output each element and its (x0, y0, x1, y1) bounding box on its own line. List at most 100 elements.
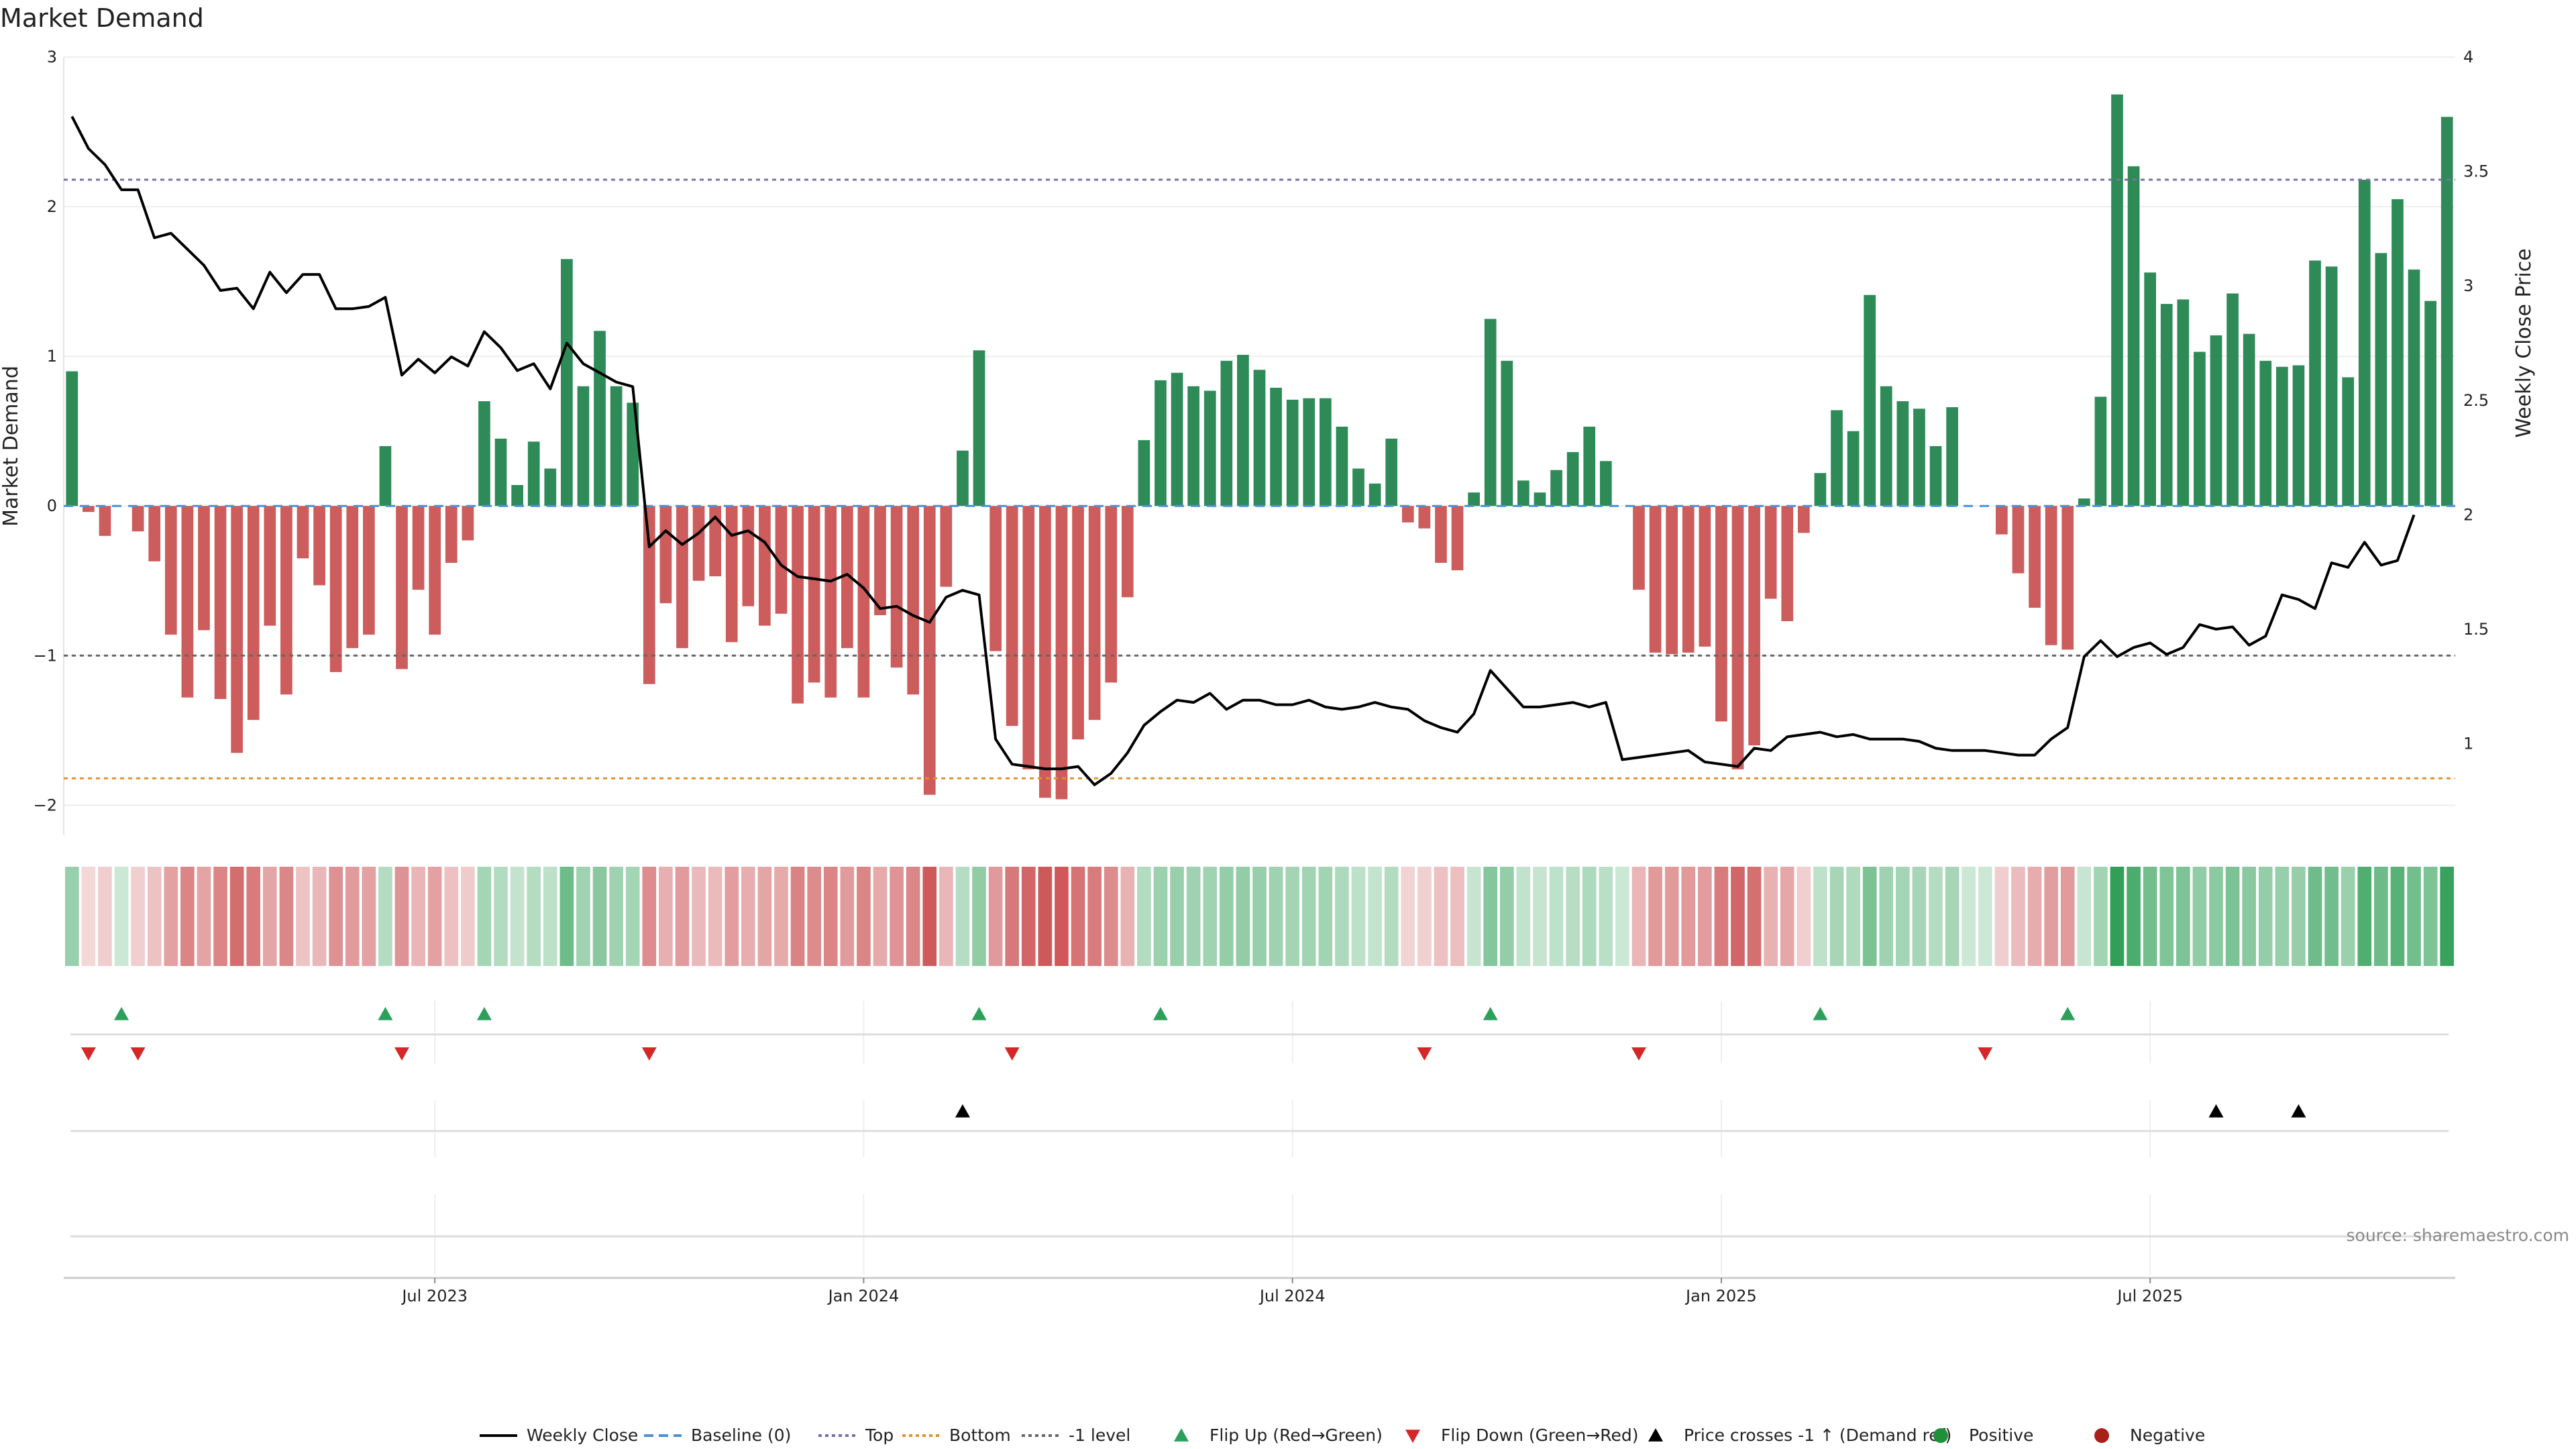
y-tick-label: −2 (34, 796, 57, 814)
legend-label: -1 level (1069, 1426, 1130, 1445)
heat-cell (197, 867, 211, 966)
heat-cell (2242, 867, 2256, 966)
heat-cell (1153, 867, 1168, 966)
heat-cell (213, 867, 227, 966)
legend: Weekly Close Baseline (0) Top Bottom -1 leve… (480, 1426, 2205, 1445)
demand-bar (742, 506, 755, 606)
heat-cell (823, 867, 838, 966)
heat-cell (279, 867, 294, 966)
demand-bar (2342, 377, 2355, 506)
heat-cell (345, 867, 360, 966)
demand-bar (131, 506, 144, 532)
demand-bar (659, 506, 672, 604)
demand-bar (1649, 506, 1662, 653)
heat-cell (2440, 867, 2455, 966)
demand-bar (2292, 365, 2305, 506)
heat-cell (576, 867, 590, 966)
demand-bar (1797, 506, 1810, 533)
heat-cell (1714, 867, 1729, 966)
demand-bar (2194, 352, 2206, 506)
demand-bar (329, 506, 342, 672)
x-tick-label: Jan 2025 (1684, 1287, 1757, 1305)
flip-down-marker (1417, 1047, 1432, 1061)
demand-bar (214, 506, 227, 699)
heat-cell (724, 867, 739, 966)
heat-cell (1368, 867, 1382, 966)
legend-item: Positive (1933, 1426, 2033, 1445)
x-tick-label: Jul 2024 (1258, 1287, 1326, 1305)
legend-item: -1 level (1022, 1426, 1130, 1445)
source-credit: source: sharemaestro.com (2347, 1226, 2570, 1245)
heat-cell (1021, 867, 1036, 966)
heat-cell (675, 867, 690, 966)
demand-bar (561, 259, 573, 506)
heat-cell (1137, 867, 1151, 966)
heat-cell (1483, 867, 1498, 966)
demand-bar (1203, 390, 1216, 506)
demand-bar (2160, 304, 2173, 506)
flip-up-marker (971, 1007, 987, 1020)
demand-bar (2111, 94, 2123, 506)
heat-cell (2407, 867, 2421, 966)
demand-bar (2259, 360, 2272, 506)
heat-cell (2258, 867, 2273, 966)
demand-bar (1451, 506, 1464, 571)
heat-cell (1203, 867, 1218, 966)
heat-cell (1912, 867, 1927, 966)
demand-panel: 3 2 1 0 −1 −2 4 3.5 3 2.5 2 1.5 1 Market Demand Weekly… (0, 48, 2536, 835)
legend-swatch (1405, 1430, 1420, 1443)
demand-bar (2408, 269, 2420, 506)
heat-cell (1516, 867, 1531, 966)
demand-bar (1880, 386, 1892, 506)
demand-bar (362, 506, 375, 635)
heat-cell (98, 867, 112, 966)
flip-down-marker (80, 1047, 96, 1061)
heat-cell (1879, 867, 1894, 966)
legend-swatch (1648, 1428, 1663, 1442)
demand-bar (1534, 492, 1546, 506)
heat-cell (1335, 867, 1349, 966)
y-tick-label: −1 (34, 646, 57, 665)
demand-bar (1121, 506, 1134, 598)
demand-bar (643, 506, 655, 684)
heat-cell (114, 867, 129, 966)
heat-cell (692, 867, 706, 966)
flip-up-marker (378, 1007, 393, 1020)
demand-bar (2424, 301, 2436, 506)
demand-bar (544, 468, 557, 506)
demand-bar (1748, 506, 1760, 746)
demand-bar (957, 450, 969, 506)
heat-cell (1978, 867, 1992, 966)
heat-cell (263, 867, 277, 966)
demand-bar (1946, 407, 1958, 506)
demand-bar (264, 506, 276, 626)
demand-bar (1385, 438, 1398, 506)
demand-bar (1682, 506, 1695, 653)
demand-bar (1319, 398, 1332, 506)
heat-cell (2159, 867, 2174, 966)
heat-cell (1466, 867, 1481, 966)
price-cross-marker (2208, 1104, 2224, 1118)
price-cross-marker (955, 1104, 970, 1118)
heat-cell (857, 867, 871, 966)
demand-bar (1401, 506, 1414, 523)
flip-up-marker (1152, 1007, 1168, 1020)
x-tick-label: Jul 2025 (2116, 1287, 2183, 1305)
legend-item: Top (818, 1426, 894, 1445)
heat-cell (906, 867, 920, 966)
demand-bar (2210, 335, 2222, 506)
heat-cell (1664, 867, 1679, 966)
demand-bar (1633, 506, 1645, 590)
heat-cell (427, 867, 442, 966)
demand-bar (231, 506, 244, 753)
heat-cell (922, 867, 937, 966)
heat-cell (1862, 867, 1877, 966)
heat-cell (1269, 867, 1283, 966)
demand-bar (2045, 506, 2057, 645)
demand-bar (676, 506, 688, 649)
flip-down-marker (1004, 1047, 1020, 1061)
demand-bar (1764, 506, 1777, 599)
heat-cell (1351, 867, 1366, 966)
heat-cell (2390, 867, 2405, 966)
heat-cell (1401, 867, 1415, 966)
